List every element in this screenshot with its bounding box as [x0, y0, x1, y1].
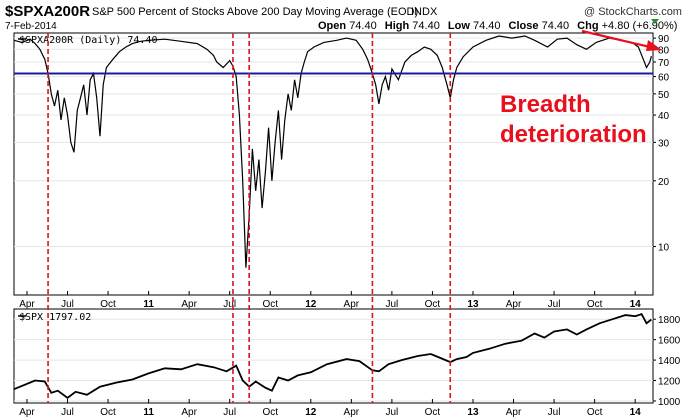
upper-x-tick-label: Apr — [19, 299, 35, 310]
high-value: 74.40 — [412, 20, 440, 32]
spxa200r-series-line — [13, 35, 652, 268]
close-value: 74.40 — [542, 20, 570, 32]
upper-y-tick-label: 10 — [658, 243, 670, 254]
lower-x-tick-label: Apr — [19, 407, 35, 417]
annotation-arrow-head — [646, 40, 662, 51]
open-label: Open — [318, 20, 346, 32]
upper-x-tick-label: Apr — [181, 299, 197, 310]
lower-y-tick-label: 1600 — [658, 336, 681, 347]
lower-legend: $SPX 1797.02 — [19, 312, 91, 323]
lower-y-tick-label: 1200 — [658, 377, 681, 388]
lower-y-axis: 1000 1200 1400 1600 1800 — [653, 315, 681, 408]
upper-y-tick-label: 40 — [658, 111, 670, 122]
ohlc-stats: Open 74.40 High 74.40 Low 74.40 Close 74… — [318, 20, 677, 32]
lower-x-tick-label: Oct — [587, 407, 603, 417]
upper-y-tick-label: 50 — [658, 90, 670, 101]
annotation-arrow-shaft — [581, 29, 651, 49]
high-label: High — [385, 20, 410, 32]
lower-x-tick-label: 12 — [305, 407, 317, 417]
lower-x-tick-label: 14 — [630, 407, 642, 417]
spx-series-line — [13, 313, 652, 400]
lower-y-tick-label: 1400 — [658, 356, 681, 367]
stockcharts-brand: @ StockCharts.com — [584, 6, 682, 18]
lower-x-tick-label: Apr — [506, 407, 522, 417]
upper-x-tick-label: 14 — [630, 299, 642, 310]
upper-x-tick-label: Oct — [425, 299, 441, 310]
upper-x-tick-label: 11 — [143, 299, 154, 310]
chart-date: 7-Feb-2014 — [5, 21, 57, 32]
annotation-line2: deterioration — [500, 121, 647, 148]
lower-x-axis: Apr Jul Oct 11 Apr Jul Oct 12 Apr Jul Oct 13 Apr Jul O… — [19, 399, 641, 417]
lower-x-tick-label: Apr — [344, 407, 360, 417]
upper-y-tick-label: 30 — [658, 138, 670, 149]
upper-x-tick-label: 13 — [467, 299, 479, 310]
lower-x-tick-label: 11 — [143, 407, 154, 417]
lower-x-tick-label: Oct — [425, 407, 441, 417]
lower-x-tick-label: Jul — [223, 407, 236, 417]
chg-value: +4.80 (+6.90%) — [602, 20, 678, 32]
chg-label: Chg — [577, 20, 598, 32]
lower-x-tick-label: Jul — [385, 407, 398, 417]
upper-x-tick-label: Apr — [506, 299, 522, 310]
upper-y-tick-label: 80 — [658, 45, 670, 56]
lower-x-tick-label: Oct — [100, 407, 116, 417]
lower-y-tick-label: 1800 — [658, 315, 681, 326]
upper-x-axis: Apr Jul Oct 11 Apr Jul Oct 12 Apr Jul Oct 13 Apr Jul O… — [19, 291, 641, 310]
lower-panel — [13, 308, 654, 404]
upper-y-tick-label: 60 — [658, 73, 670, 84]
event-markers — [47, 33, 452, 403]
annotation-line1: Breadth — [500, 91, 591, 118]
upper-y-tick-label: 20 — [658, 177, 670, 188]
upper-y-tick-label: 90 — [658, 34, 670, 45]
upper-x-tick-label: Jul — [223, 299, 236, 310]
chart-exchange: INDX — [411, 6, 438, 18]
upper-panel — [13, 32, 654, 296]
upper-x-tick-label: Apr — [344, 299, 360, 310]
open-value: 74.40 — [349, 20, 377, 32]
upper-x-tick-label: Jul — [61, 299, 74, 310]
upper-x-tick-label: Oct — [100, 299, 116, 310]
up-triangle-icon — [651, 19, 659, 24]
lower-x-tick-label: Jul — [61, 407, 74, 417]
upper-grid — [14, 37, 653, 248]
close-label: Close — [509, 20, 539, 32]
upper-y-tick-label: 70 — [658, 58, 670, 69]
upper-legend: $SPXA200R (Daily) 74.40 — [19, 35, 157, 46]
lower-grid — [14, 318, 653, 402]
lower-y-tick-label: 1000 — [658, 397, 681, 408]
upper-x-tick-label: Jul — [385, 299, 398, 310]
upper-x-tick-label: Oct — [262, 299, 278, 310]
upper-x-tick-label: Oct — [587, 299, 603, 310]
upper-x-tick-label: 12 — [305, 299, 317, 310]
chart-symbol: $SPXA200R — [5, 3, 90, 20]
chart-description: S&P 500 Percent of Stocks Above 200 Day … — [92, 6, 418, 18]
upper-x-tick-label: Jul — [548, 299, 561, 310]
lower-x-tick-label: Apr — [181, 407, 197, 417]
lower-x-tick-label: Jul — [548, 407, 561, 417]
lower-x-tick-label: 13 — [467, 407, 479, 417]
low-label: Low — [448, 20, 470, 32]
lower-x-tick-label: Oct — [262, 407, 278, 417]
low-value: 74.40 — [473, 20, 501, 32]
